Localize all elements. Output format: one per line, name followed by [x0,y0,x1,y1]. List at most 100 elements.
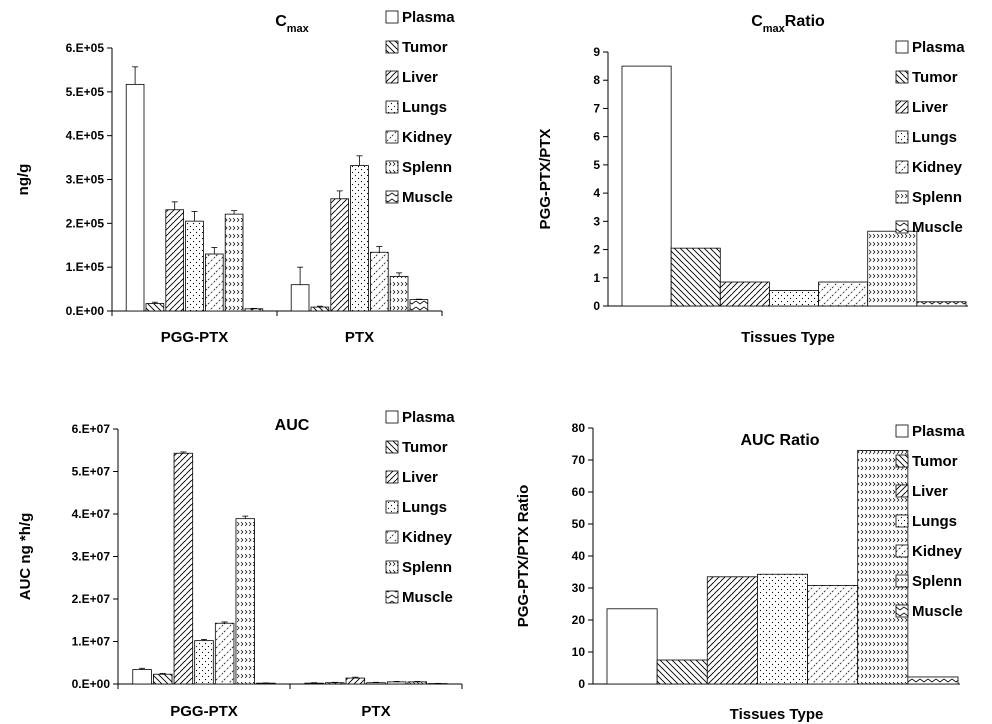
legend-label: Plasma [402,9,455,26]
y-tick-label: 1.E+07 [72,635,111,649]
bar-kidney [369,251,389,312]
chart-title: CmaxRatio [751,13,825,35]
y-tick-label: 0 [578,677,585,691]
legend-label: Muscle [402,589,453,606]
chart-auc: AUC 0.E+00 1.E+07 2.E+07 3.E+07 4.E+07 5.E+07 6… [17,409,463,720]
y-tick-label: 5.E+07 [72,465,111,479]
bar-splenn [407,681,427,685]
legend-label: Lungs [912,129,957,146]
legend-swatch-splenn [385,560,399,574]
legend-label: Kidney [912,159,963,176]
legend-label: Lungs [402,99,447,116]
y-tick-label: 2.E+07 [72,592,111,606]
chart-title: Cmax [275,13,309,35]
x-category-label: PTX [345,329,374,346]
bar-muscle [244,308,264,312]
y-tick-label: 7 [593,101,600,115]
bar-tumor [145,303,165,312]
y-tick-label: 50 [572,517,586,531]
y-tick-label: 20 [572,613,586,627]
legend-label: Lungs [912,513,957,530]
y-axis-label: PGG-PTX/PTX Ratio [515,485,532,628]
y-tick-label: 6.E+05 [66,41,105,55]
y-tick-label: 0.E+00 [72,677,111,691]
bar-lungs [757,573,808,685]
chart-title: AUC Ratio [740,432,819,449]
bar-muscle [907,676,959,685]
y-tick-label: 4.E+07 [72,507,111,521]
legend-label: Kidney [402,129,453,146]
legend-swatch-kidney [385,130,399,144]
bar-lungs [350,165,369,312]
legend-swatch-kidney [895,160,909,174]
x-category-label: PGG-PTX [170,703,238,720]
y-tick-label: 0.E+00 [66,304,105,318]
legend-swatch-muscle [895,220,909,234]
legend-label: Splenn [912,189,962,206]
legend-swatch-splenn [895,190,909,204]
legend-swatch-splenn [385,160,399,174]
legend-label: Tumor [912,453,958,470]
bar-kidney [214,622,235,685]
legend-label: Muscle [912,219,963,236]
legend-label: Tumor [402,439,448,456]
legend-label: Kidney [402,529,453,546]
y-tick-label: 80 [572,421,586,435]
legend-label: Splenn [402,559,452,576]
legend-swatch-lungs [385,100,399,114]
bar-kidney [807,585,859,685]
legend-swatch-muscle [385,590,399,604]
legend-label: Liver [912,483,948,500]
bar-splenn [235,518,256,685]
bar-lungs [366,682,386,685]
y-tick-label: 70 [572,453,586,467]
y-tick-label: 5 [593,158,600,172]
bar-liver [330,198,349,312]
legend-label: Tumor [402,39,448,56]
bar-muscle [409,299,429,312]
y-tick-label: 2.E+05 [66,216,105,230]
legend-swatch-liver [895,100,909,114]
bar-lungs [769,290,819,307]
chart-cmax-ratio: CmaxRatio 0 1 2 3 4 5 6 7 8 9 PGG-PTX/PTX Tissues Ty… [537,13,968,346]
legend-label: Muscle [912,603,963,620]
bar-lungs [194,640,214,685]
bar-plasma [132,669,152,685]
bar-plasma [606,608,658,685]
bar-liver [706,576,758,685]
y-tick-label: 1 [593,271,600,285]
chart-title: AUC [275,417,310,434]
legend-label: Splenn [912,573,962,590]
legend-swatch-tumor [385,440,399,454]
bar-splenn [224,213,244,312]
legend-swatch-liver [385,470,399,484]
bar-kidney [204,253,224,312]
y-tick-label: 3.E+07 [72,550,111,564]
bar-liver [165,209,185,312]
legend-swatch-plasma [895,424,909,438]
y-tick-label: 6 [593,130,600,144]
x-axis-label: Tissues Type [741,329,835,346]
legend-swatch-muscle [385,190,399,204]
legend-swatch-splenn [895,574,909,588]
chart-auc-ratio: AUC Ratio 0 10 20 30 40 50 60 70 80 PGG-PTX/PTX Ra… [515,421,965,723]
bar-kidney [386,681,407,685]
bar-liver [173,452,194,685]
legend-swatch-tumor [895,454,909,468]
chart-cmax: Cmax 0.E+00 1.E+05 2.E+05 3.E+05 4.E+05 5.E+05… [15,9,455,346]
bar-kidney [818,281,869,307]
legend-label: Plasma [402,409,455,426]
bar-splenn [389,275,409,312]
legend-swatch-muscle [895,604,909,618]
legend-label: Liver [402,69,438,86]
bar-splenn [867,230,918,307]
x-category-label: PTX [361,703,390,720]
legend-label: Tumor [912,69,958,86]
y-tick-label: 3.E+05 [66,173,105,187]
y-tick-label: 4 [593,186,600,200]
legend-label: Plasma [912,423,965,440]
y-tick-label: 6.E+07 [72,422,111,436]
legend-swatch-kidney [385,530,399,544]
y-tick-label: 30 [572,581,586,595]
